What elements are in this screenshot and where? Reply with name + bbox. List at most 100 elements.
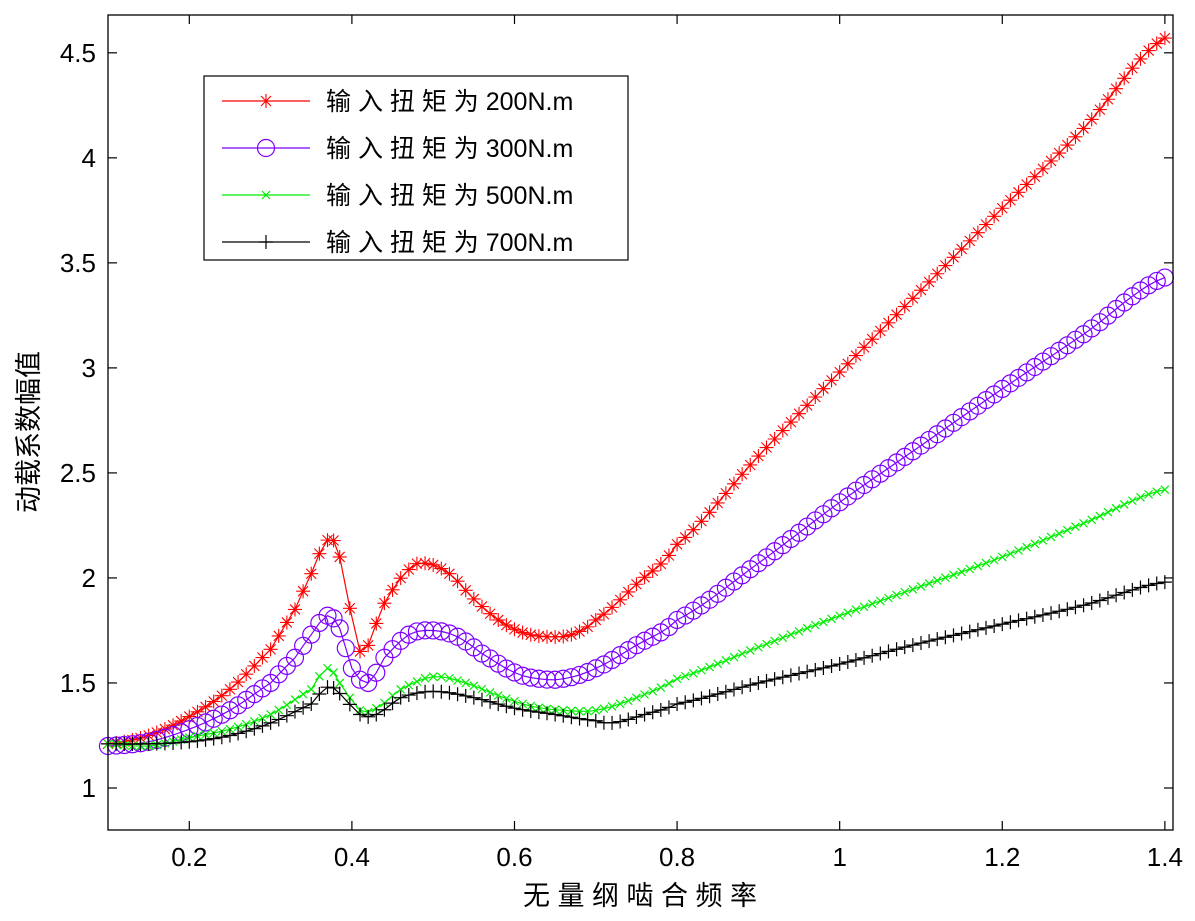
data-point bbox=[824, 373, 839, 388]
axes-frame bbox=[107, 14, 1174, 831]
data-point bbox=[648, 686, 658, 696]
data-point bbox=[434, 684, 449, 699]
data-point bbox=[497, 659, 516, 678]
data-point bbox=[586, 659, 605, 678]
data-point bbox=[342, 601, 357, 616]
x-tick-label: 1.2 bbox=[984, 842, 1020, 872]
data-point bbox=[1157, 31, 1172, 46]
data-point bbox=[832, 365, 847, 380]
data-point bbox=[783, 668, 798, 683]
data-point bbox=[970, 225, 985, 240]
x-tick-label: 0.6 bbox=[496, 842, 532, 872]
data-point bbox=[326, 680, 341, 695]
data-point bbox=[426, 557, 441, 572]
data-point bbox=[832, 657, 847, 672]
data-point bbox=[718, 684, 733, 699]
data-point bbox=[962, 624, 977, 639]
data-point bbox=[916, 581, 926, 591]
data-point bbox=[629, 709, 644, 724]
data-point bbox=[588, 612, 603, 627]
data-point bbox=[816, 660, 831, 675]
data-point bbox=[1052, 146, 1067, 161]
data-point bbox=[529, 669, 548, 688]
legend-entry: 输 入 扭 矩 为 200N.m bbox=[222, 88, 573, 116]
data-point bbox=[1076, 121, 1091, 136]
data-point bbox=[981, 558, 991, 568]
data-point bbox=[653, 556, 668, 571]
data-point bbox=[436, 672, 446, 682]
data-point bbox=[767, 672, 782, 687]
data-point bbox=[432, 622, 451, 641]
data-point bbox=[420, 673, 430, 683]
data-point bbox=[1095, 511, 1105, 521]
data-point bbox=[643, 627, 662, 646]
data-point bbox=[702, 505, 717, 520]
data-point bbox=[645, 563, 660, 578]
data-point bbox=[1144, 489, 1154, 499]
data-point bbox=[721, 656, 731, 665]
data-point bbox=[239, 667, 254, 682]
data-point bbox=[1022, 542, 1032, 552]
data-point bbox=[231, 675, 246, 690]
data-point bbox=[1044, 606, 1059, 621]
data-point bbox=[1062, 525, 1072, 535]
data-point bbox=[401, 688, 416, 703]
data-point bbox=[1117, 585, 1132, 600]
data-point bbox=[913, 283, 928, 298]
data-point bbox=[214, 688, 229, 703]
data-point bbox=[905, 638, 920, 653]
data-point bbox=[623, 696, 633, 706]
legend-label: 输 入 扭 矩 为 300N.m bbox=[326, 135, 573, 163]
data-point bbox=[445, 673, 454, 683]
data-point bbox=[515, 702, 530, 717]
data-point bbox=[507, 622, 522, 637]
data-point bbox=[881, 315, 896, 330]
data-point bbox=[523, 703, 538, 718]
data-point bbox=[418, 556, 433, 571]
data-point bbox=[1109, 81, 1124, 96]
data-point bbox=[808, 390, 823, 405]
data-point bbox=[670, 537, 685, 552]
data-point bbox=[562, 668, 581, 687]
data-point bbox=[989, 555, 999, 565]
data-point bbox=[1038, 535, 1048, 545]
data-point bbox=[827, 614, 836, 624]
data-point bbox=[1100, 92, 1115, 107]
data-point bbox=[335, 678, 345, 688]
x-tick-label: 0.2 bbox=[171, 842, 207, 872]
data-point bbox=[840, 356, 855, 371]
y-axis-label: 动载系数幅值 bbox=[14, 351, 44, 513]
data-point bbox=[296, 700, 311, 715]
data-point bbox=[892, 590, 902, 600]
data-point bbox=[314, 671, 324, 681]
data-point bbox=[857, 650, 872, 665]
data-point bbox=[1136, 492, 1145, 502]
data-point bbox=[1027, 169, 1042, 184]
data-point bbox=[282, 700, 292, 710]
data-point bbox=[979, 217, 994, 232]
data-point bbox=[501, 694, 511, 703]
data-point bbox=[664, 679, 674, 688]
legend-label: 输 入 扭 矩 为 200N.m bbox=[326, 88, 573, 116]
data-point bbox=[515, 625, 530, 640]
data-point bbox=[404, 680, 414, 690]
data-point bbox=[259, 94, 273, 108]
data-point bbox=[434, 561, 449, 576]
data-point bbox=[726, 682, 741, 697]
data-point bbox=[1152, 487, 1162, 497]
data-point bbox=[824, 659, 839, 674]
data-point bbox=[259, 235, 273, 249]
y-tick-label: 2.5 bbox=[60, 458, 96, 488]
data-point bbox=[802, 623, 812, 633]
data-point bbox=[330, 619, 349, 638]
data-point bbox=[637, 707, 652, 722]
y-tick-label: 1 bbox=[82, 773, 96, 803]
data-point bbox=[255, 718, 270, 733]
data-point bbox=[583, 706, 593, 716]
data-point bbox=[474, 692, 489, 707]
data-point bbox=[794, 626, 804, 636]
data-point bbox=[1079, 518, 1088, 528]
data-point bbox=[1068, 600, 1083, 615]
data-point bbox=[369, 616, 384, 631]
data-point bbox=[466, 591, 481, 606]
